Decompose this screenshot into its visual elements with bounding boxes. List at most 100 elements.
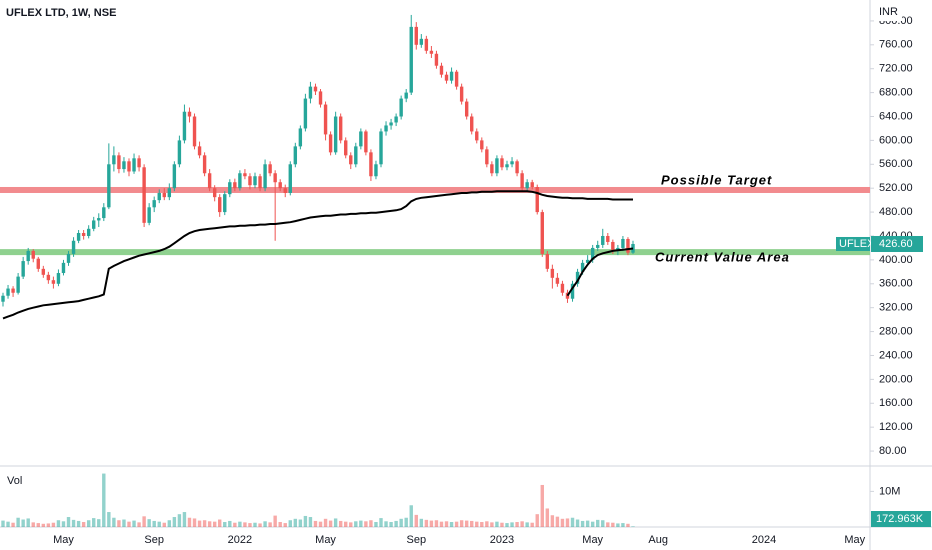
volume-bar: [46, 523, 51, 527]
volume-bar: [162, 522, 166, 527]
x-tick-label: Sep: [406, 534, 426, 546]
volume-tag-label: 172.963K: [876, 513, 924, 525]
volume-bar: [379, 518, 383, 527]
volume-bar: [97, 519, 101, 527]
candle-body: [354, 146, 358, 165]
volume-bar: [318, 521, 323, 527]
candle-body: [308, 86, 313, 99]
candle-body: [485, 149, 489, 165]
candle-body: [500, 158, 504, 168]
volume-bar: [369, 520, 373, 527]
candle-body: [167, 188, 172, 198]
volume-bar: [187, 517, 192, 527]
volume-bar: [273, 515, 277, 527]
candle-body: [404, 92, 408, 99]
volume-bar: [485, 521, 489, 527]
candle-body: [520, 173, 524, 189]
x-tick-label: May: [315, 534, 336, 546]
candle-body: [535, 186, 539, 213]
volume-bar: [560, 518, 565, 527]
candle-body: [102, 207, 106, 219]
candle-body: [41, 268, 46, 275]
x-tick-label: 2023: [490, 534, 514, 546]
volume-bar: [142, 516, 146, 527]
level-label: Possible Target: [661, 172, 772, 187]
volume-bar: [167, 520, 172, 527]
volume-bar: [182, 512, 187, 527]
volume-bar: [207, 521, 212, 527]
candle-body: [389, 122, 393, 126]
volume-bar: [585, 520, 590, 527]
candle-body: [112, 155, 116, 165]
volume-bar: [127, 521, 131, 527]
candle-body: [490, 164, 494, 174]
volume-bar: [419, 518, 424, 527]
volume-bar: [510, 522, 514, 527]
candle-body: [575, 271, 580, 284]
candles: [1, 14, 635, 307]
candle-body: [71, 240, 76, 254]
y-tick-label: 120.00: [879, 421, 913, 433]
candle-body: [384, 125, 388, 132]
candle-body: [238, 173, 242, 189]
candle-body: [11, 288, 15, 293]
candle-body: [51, 280, 56, 284]
volume-bar: [344, 521, 348, 527]
candle-body: [293, 146, 298, 165]
candle-body: [480, 140, 484, 150]
candle-body: [137, 158, 141, 168]
candle-body: [258, 176, 262, 189]
volume-tick-label: 10M: [879, 485, 900, 497]
candle-body: [344, 140, 348, 156]
indicator-line: [2, 190, 633, 320]
volume-bar: [449, 522, 454, 527]
y-tick-label: 520.00: [879, 182, 913, 194]
volume-bar: [394, 520, 398, 527]
candle-body: [223, 194, 227, 213]
volume-bar: [76, 520, 81, 527]
candle-body: [182, 111, 187, 141]
volume-bar: [172, 517, 177, 527]
volume-bar: [540, 484, 544, 527]
volume-bar: [545, 508, 550, 527]
y-tick-label: 720.00: [879, 63, 913, 75]
volume-bar: [36, 523, 40, 527]
y-tick-label: 480.00: [879, 206, 913, 218]
volume-bar: [580, 520, 585, 527]
candle-body: [31, 250, 35, 259]
candle-body: [369, 152, 373, 177]
volume-bar: [313, 520, 318, 527]
candle-body: [540, 212, 544, 254]
candle-body: [545, 253, 550, 269]
volume-bar: [26, 518, 30, 527]
candle-body: [6, 288, 10, 296]
candle-body: [328, 134, 333, 153]
candle-body: [530, 182, 534, 187]
volume-bar: [61, 521, 66, 527]
candle-body: [233, 182, 237, 189]
volume-bar: [6, 521, 10, 527]
volume-bar: [364, 521, 368, 527]
candle-body: [495, 158, 499, 174]
volume-bar: [243, 522, 247, 527]
candle-body: [81, 233, 86, 236]
candle-body: [21, 261, 25, 277]
candle-body: [606, 235, 610, 242]
candle-body: [364, 131, 368, 153]
volume-bar: [606, 522, 610, 527]
candle-body: [444, 74, 449, 81]
candle-body: [439, 65, 444, 75]
y-tick-label: 400.00: [879, 254, 913, 266]
candle-body: [525, 182, 529, 189]
volume-bar: [268, 522, 272, 527]
volume-bar: [384, 521, 388, 527]
volume-bar: [596, 519, 600, 527]
candle-body: [212, 188, 217, 198]
chart-title: UFLEX LTD, 1W, NSE: [6, 7, 116, 19]
volume-bar: [71, 519, 76, 527]
volume-bar: [323, 518, 328, 527]
x-tick-label: May: [582, 534, 603, 546]
volume-bar: [278, 522, 282, 527]
candle-body: [333, 116, 338, 153]
candle-body: [61, 262, 66, 274]
